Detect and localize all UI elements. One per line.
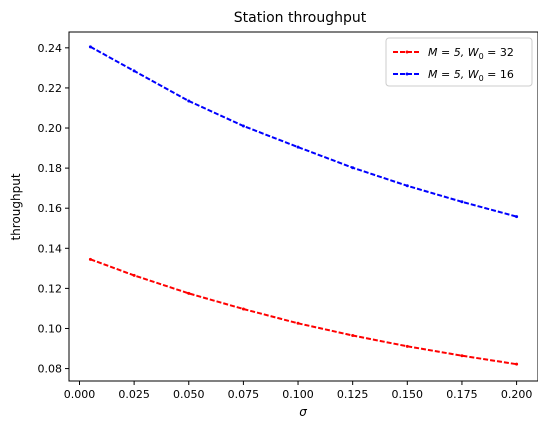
y-tick-label: 0.18 [38, 162, 63, 175]
legend-marker-1 [405, 50, 409, 54]
x-tick-label: 0.100 [282, 388, 314, 401]
x-tick-label: 0.000 [64, 388, 96, 401]
y-tick-label: 0.10 [38, 322, 63, 335]
series-2-point [132, 69, 136, 73]
x-tick-label: 0.175 [446, 388, 478, 401]
y-tick-label: 0.12 [38, 282, 63, 295]
legend-marker-2 [405, 72, 409, 76]
series-2-point [187, 99, 191, 103]
legend-label-1-suffix: = 32 [484, 46, 514, 59]
y-tick-label: 0.20 [38, 122, 63, 135]
series-1-point [241, 307, 245, 311]
y-tick-label: 0.14 [38, 242, 63, 255]
legend-label-2: M = 5, W0 = 16 [428, 68, 514, 83]
series-2-point [460, 200, 464, 204]
x-tick-label: 0.150 [392, 388, 424, 401]
x-tick-label: 0.200 [501, 388, 533, 401]
series-1-point [351, 333, 355, 337]
series-1-point [515, 362, 519, 366]
y-axis-ticks: 0.08 0.10 0.12 0.14 0.16 0.18 0.20 0.22 0.24 [38, 42, 69, 376]
y-axis-label: throughput [9, 173, 23, 240]
x-axis-ticks: 0.000 0.025 0.050 0.075 0.100 0.125 0.150 0.175… [64, 381, 533, 401]
legend: M = 5, W0 = 32 M = 5, W0 = 16 [385, 37, 533, 87]
legend-label-2-subscript: 0 [479, 74, 484, 83]
y-tick-label: 0.24 [38, 42, 63, 55]
legend-label-1-subscript: 0 [479, 52, 484, 61]
series-1-line [90, 258, 517, 366]
legend-label-1: M = 5, W0 = 32 [428, 46, 514, 61]
series-2-point [405, 184, 409, 188]
x-tick-label: 0.075 [228, 388, 260, 401]
series-1-point [460, 354, 464, 358]
chart-title: Station throughput [234, 10, 367, 26]
series-2-point [88, 45, 92, 49]
series-1-point [187, 291, 191, 295]
legend-entry-2: M = 5, W0 = 16 [393, 68, 514, 83]
legend-box [385, 37, 533, 87]
y-tick-label: 0.16 [38, 202, 63, 215]
series-2-point [241, 124, 245, 128]
series-2-point [515, 215, 519, 219]
legend-label-1-prefix: M = 5, W [428, 46, 480, 59]
series-1-point [296, 321, 300, 325]
plot-frame [68, 31, 538, 382]
series-2-point [351, 166, 355, 170]
series-1-point [132, 273, 136, 277]
legend-label-2-suffix: = 16 [484, 68, 514, 81]
series-1-point [405, 344, 409, 348]
legend-entry-1: M = 5, W0 = 32 [393, 46, 514, 61]
x-tick-label: 0.125 [337, 388, 369, 401]
legend-label-2-prefix: M = 5, W [428, 68, 480, 81]
series-layer [88, 45, 519, 366]
y-tick-label: 0.08 [38, 363, 63, 376]
series-2-line [89, 45, 517, 218]
series-2-point [296, 145, 300, 149]
x-axis-label: σ [299, 405, 307, 419]
x-tick-label: 0.025 [118, 388, 150, 401]
series-1-point [88, 257, 92, 261]
y-tick-label: 0.22 [38, 82, 63, 95]
x-tick-label: 0.050 [173, 388, 205, 401]
